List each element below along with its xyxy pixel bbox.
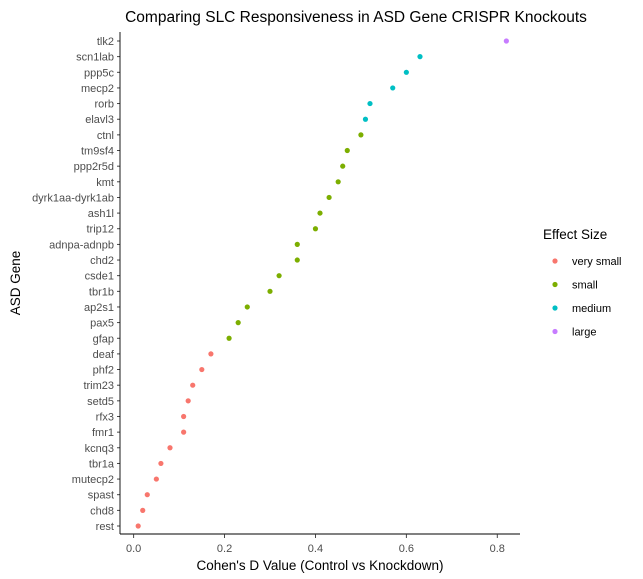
y-tick-labels: tlk2 scn1lab ppp5c mecp2 rorb elavl3 ctnl tm9sf… bbox=[32, 36, 115, 533]
data-point bbox=[294, 257, 300, 263]
legend-label: small bbox=[572, 280, 598, 292]
data-point bbox=[190, 382, 196, 388]
data-point bbox=[403, 69, 409, 75]
data-point bbox=[276, 273, 282, 279]
y-tick-label: trip12 bbox=[86, 224, 114, 236]
y-tick-label: tbr1b bbox=[89, 286, 114, 298]
y-tick-label: ash1l bbox=[88, 208, 114, 220]
chart-title: Comparing SLC Responsiveness in ASD Gene… bbox=[125, 9, 587, 26]
x-tick-label: 0.8 bbox=[490, 543, 505, 555]
y-tick-label: elavl3 bbox=[85, 114, 114, 126]
y-tick-label: tlk2 bbox=[97, 36, 114, 48]
data-point bbox=[244, 304, 250, 310]
data-point bbox=[317, 210, 323, 216]
y-tick-label: spast bbox=[88, 490, 114, 502]
y-tick-label: ap2s1 bbox=[84, 302, 114, 314]
y-tick-label: deaf bbox=[93, 349, 115, 361]
y-tick-label: scn1lab bbox=[76, 52, 114, 64]
y-tick-label: mutecp2 bbox=[72, 474, 114, 486]
data-point bbox=[208, 351, 214, 357]
data-point bbox=[185, 398, 191, 404]
y-tick-marks bbox=[117, 40, 120, 527]
legend-key bbox=[552, 328, 558, 335]
y-tick-label: csde1 bbox=[85, 271, 114, 283]
legend-title: Effect Size bbox=[543, 227, 607, 242]
data-point bbox=[335, 179, 341, 185]
data-point bbox=[340, 163, 346, 169]
y-tick-label: mecp2 bbox=[81, 83, 114, 95]
data-point bbox=[140, 507, 146, 513]
x-tick-marks bbox=[133, 534, 498, 538]
data-point bbox=[326, 194, 332, 201]
data-point bbox=[167, 445, 173, 451]
y-tick-label: trim23 bbox=[83, 380, 114, 392]
legend-label: medium bbox=[572, 303, 611, 315]
data-point bbox=[267, 288, 273, 294]
data-point bbox=[199, 366, 205, 373]
y-tick-label: fmr1 bbox=[92, 427, 114, 439]
legend-label: very small bbox=[572, 256, 622, 268]
data-point bbox=[367, 100, 373, 107]
legend-key bbox=[552, 281, 558, 288]
data-point bbox=[503, 38, 509, 44]
legend-key bbox=[552, 305, 558, 311]
y-tick-label: adnpa-adnpb bbox=[49, 239, 114, 251]
data-point bbox=[358, 132, 364, 138]
y-tick-label: chd8 bbox=[90, 505, 114, 517]
y-tick-label: tm9sf4 bbox=[81, 146, 114, 158]
y-tick-label: ctnl bbox=[97, 130, 114, 142]
x-tick-label: 0.0 bbox=[126, 543, 141, 555]
data-point bbox=[153, 476, 159, 482]
data-point bbox=[417, 54, 423, 60]
data-point bbox=[362, 116, 369, 122]
y-tick-label: phf2 bbox=[93, 365, 114, 377]
data-point bbox=[181, 429, 187, 435]
y-tick-label: dyrk1aa-dyrk1ab bbox=[32, 192, 114, 204]
y-tick-label: rfx3 bbox=[96, 411, 114, 423]
legend: Effect Size very small small medium large bbox=[543, 227, 622, 339]
data-point bbox=[312, 226, 319, 232]
x-tick-labels: 0.0 0.2 0.4 0.6 0.8 bbox=[126, 543, 505, 555]
data-point bbox=[235, 320, 241, 326]
data-point bbox=[226, 335, 232, 341]
x-tick-label: 0.2 bbox=[217, 543, 232, 555]
data-points bbox=[135, 38, 509, 529]
data-point bbox=[344, 147, 350, 154]
data-point bbox=[158, 460, 164, 467]
y-tick-label: gfap bbox=[93, 333, 114, 345]
data-point bbox=[144, 492, 150, 498]
data-point bbox=[390, 85, 396, 91]
y-tick-label: ppp2r5d bbox=[74, 161, 114, 173]
y-tick-label: kmt bbox=[96, 177, 114, 189]
y-tick-label: rest bbox=[96, 521, 114, 533]
y-tick-label: kcnq3 bbox=[85, 443, 114, 455]
y-axis-title: ASD Gene bbox=[8, 251, 23, 316]
data-point bbox=[294, 241, 300, 247]
y-tick-label: setd5 bbox=[87, 396, 114, 408]
y-tick-label: ppp5c bbox=[84, 67, 114, 79]
data-point bbox=[135, 523, 141, 529]
y-tick-label: chd2 bbox=[90, 255, 114, 267]
x-tick-label: 0.6 bbox=[399, 543, 414, 555]
y-tick-label: rorb bbox=[94, 99, 114, 111]
x-tick-label: 0.4 bbox=[308, 543, 323, 555]
legend-key bbox=[552, 258, 558, 264]
data-point bbox=[181, 413, 187, 420]
y-tick-label: tbr1a bbox=[89, 458, 115, 470]
x-axis-title: Cohen's D Value (Control vs Knockdown) bbox=[197, 558, 444, 573]
y-tick-label: pax5 bbox=[90, 318, 114, 330]
legend-label: large bbox=[572, 327, 596, 339]
